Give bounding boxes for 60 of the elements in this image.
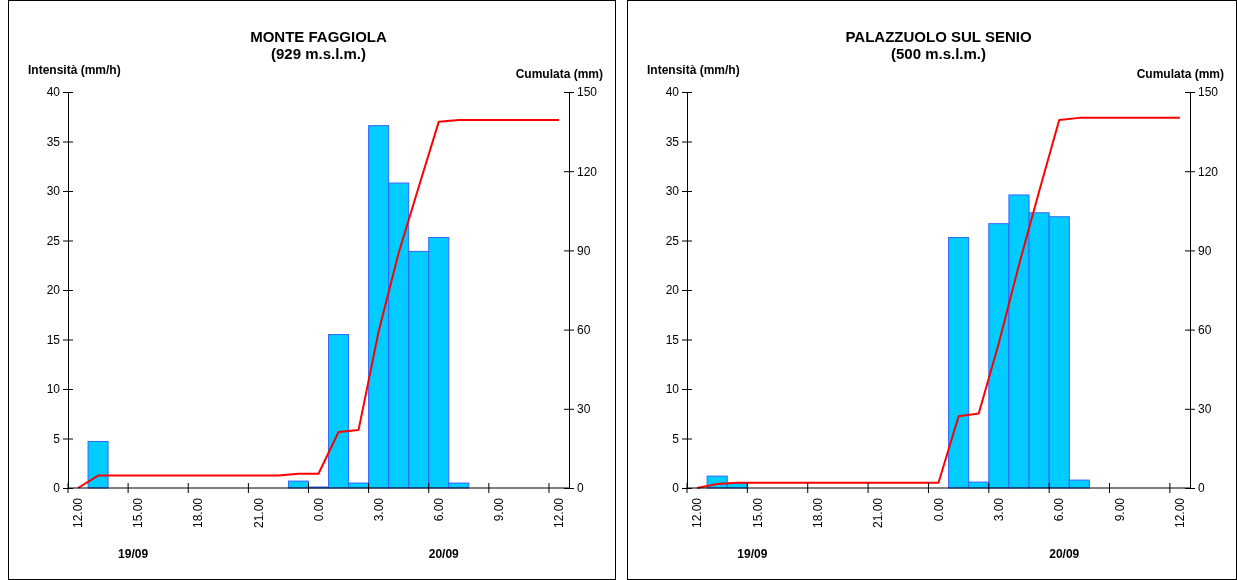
- x-tick-label: 12.00: [1173, 497, 1188, 529]
- text: 19/09: [118, 547, 149, 561]
- x-tick-label: 21.00: [251, 497, 266, 529]
- text: 20/09: [1049, 547, 1080, 561]
- y-tick-label: 10: [665, 382, 680, 397]
- y2-tick-label: 60: [577, 322, 591, 337]
- y-axis-title: Intensità (mm/h): [647, 63, 740, 77]
- y2-axis-title: Cumulata (mm): [515, 67, 603, 81]
- y-tick-label: 40: [665, 85, 680, 100]
- y-tick-label: 0: [672, 481, 680, 496]
- x-tick-label: 6.00: [1052, 497, 1067, 522]
- x-tick-label: 12.00: [690, 497, 705, 529]
- x-tick-label: 12.00: [552, 497, 567, 529]
- y2-tick-label: 120: [1198, 164, 1219, 179]
- y-tick-label: 20: [46, 283, 61, 298]
- text: 20/09: [428, 547, 460, 561]
- y-tick-label: 35: [46, 134, 61, 149]
- y-tick-label: 15: [665, 332, 680, 347]
- y-tick-label: 25: [46, 233, 61, 248]
- y2-tick-label: 90: [577, 243, 591, 258]
- y-tick-label: 5: [672, 431, 680, 446]
- y-tick-label: 30: [46, 184, 61, 199]
- chart-subtitle: (500 m.s.l.m.): [890, 45, 987, 62]
- x-tick-label: 12.00: [71, 497, 86, 529]
- x-tick-label: 9.00: [1112, 497, 1127, 522]
- x-tick-label: 21.00: [871, 497, 886, 529]
- x-tick-label: 3.00: [992, 497, 1007, 522]
- y2-tick-label: 0: [577, 481, 584, 496]
- chart-title: MONTE FAGGIOLA: [250, 28, 387, 45]
- y2-tick-label: 60: [1198, 322, 1212, 337]
- y-tick-label: 30: [665, 184, 680, 199]
- x-tick-label: 9.00: [492, 497, 507, 522]
- x-tick-label: 3.00: [371, 497, 386, 522]
- x-tick-label: 18.00: [810, 497, 825, 529]
- y2-tick-label: 150: [577, 85, 598, 100]
- y2-tick-label: 120: [577, 164, 598, 179]
- x-tick-label: 0.00: [311, 497, 326, 522]
- chart-subtitle: (929 m.s.l.m.): [270, 45, 367, 62]
- y2-tick-label: 30: [1198, 402, 1212, 417]
- x-tick-label: 0.00: [931, 497, 946, 522]
- y-tick-label: 10: [46, 382, 61, 397]
- y-tick-label: 35: [665, 134, 680, 149]
- y2-tick-label: 150: [1198, 85, 1219, 100]
- text: 19/09: [737, 547, 768, 561]
- y-tick-label: 5: [53, 431, 61, 446]
- y2-axis-title: Cumulata (mm): [1136, 67, 1224, 81]
- x-tick-label: 18.00: [191, 497, 206, 529]
- x-tick-label: 6.00: [431, 497, 446, 522]
- y-tick-label: 0: [53, 481, 61, 496]
- y2-tick-label: 90: [1198, 243, 1212, 258]
- x-tick-label: 15.00: [131, 497, 146, 529]
- y2-tick-label: 0: [1198, 481, 1205, 496]
- chart-title: PALAZZUOLO SUL SENIO: [845, 28, 1032, 45]
- y-tick-label: 40: [46, 85, 61, 100]
- y-tick-label: 15: [46, 332, 61, 347]
- y-tick-label: 25: [665, 233, 680, 248]
- y-axis-title: Intensità (mm/h): [28, 63, 121, 77]
- y2-tick-label: 30: [577, 402, 591, 417]
- x-tick-label: 15.00: [750, 497, 765, 529]
- y-tick-label: 20: [665, 283, 680, 298]
